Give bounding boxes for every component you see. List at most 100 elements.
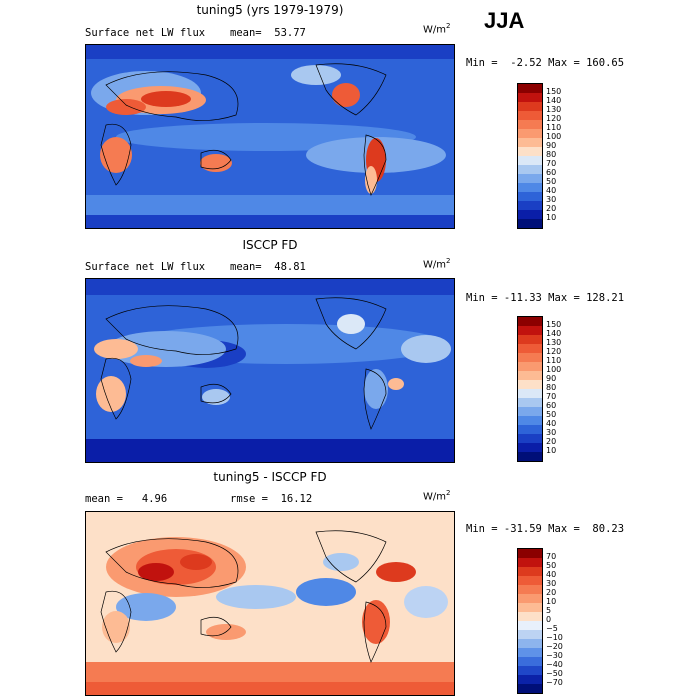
panel-2-mean-label: mean= 48.81: [230, 261, 306, 273]
colorbar-tick-label: 110: [546, 123, 562, 132]
panel-1-units: W/m2: [423, 22, 451, 36]
colorbar-segment: [518, 353, 542, 362]
colorbar-segment: [518, 344, 542, 353]
colorbar-tick-label: 20: [546, 204, 557, 213]
colorbar-segment: [518, 129, 542, 138]
colorbar-tick-label: 20: [546, 588, 557, 597]
panel-2-colorbar: [517, 316, 543, 462]
colorbar-segment: [518, 111, 542, 120]
colorbar-segment: [518, 407, 542, 416]
colorbar-tick-label: 30: [546, 428, 557, 437]
panel-1-minmax: Min = -2.52 Max = 160.65: [466, 57, 625, 69]
colorbar-segment: [518, 603, 542, 612]
panel-2-variable-label: Surface net LW flux: [85, 261, 206, 273]
colorbar-segment: [518, 416, 542, 425]
colorbar-tick-label: −10: [546, 633, 563, 642]
colorbar-tick-label: 10: [546, 446, 557, 455]
colorbar-segment: [518, 630, 542, 639]
colorbar-segment: [518, 380, 542, 389]
panel-1-map: [85, 44, 455, 229]
panel-3-rmse-label: rmse = 16.12: [230, 493, 313, 505]
colorbar-segment: [518, 156, 542, 165]
colorbar-tick-label: −20: [546, 642, 563, 651]
colorbar-segment: [518, 452, 542, 461]
colorbar-segment: [518, 326, 542, 335]
colorbar-tick-label: 50: [546, 561, 557, 570]
panel-3-units: W/m2: [423, 489, 451, 503]
colorbar-tick-label: 150: [546, 320, 562, 329]
colorbar-tick-label: 40: [546, 570, 557, 579]
colorbar-tick-label: 80: [546, 150, 557, 159]
colorbar-segment: [518, 639, 542, 648]
colorbar-segment: [518, 675, 542, 684]
colorbar-tick-label: 60: [546, 401, 557, 410]
colorbar-segment: [518, 398, 542, 407]
colorbar-tick-label: 20: [546, 437, 557, 446]
colorbar-segment: [518, 165, 542, 174]
colorbar-segment: [518, 362, 542, 371]
colorbar-tick-label: −70: [546, 678, 563, 687]
colorbar-tick-label: 0: [546, 615, 552, 624]
colorbar-segment: [518, 317, 542, 326]
colorbar-tick-label: 70: [546, 552, 557, 561]
colorbar-segment: [518, 371, 542, 380]
panel-1-title: tuning5 (yrs 1979-1979): [196, 3, 344, 17]
colorbar-segment: [518, 684, 542, 693]
colorbar-segment: [518, 210, 542, 219]
colorbar-segment: [518, 93, 542, 102]
panel-2-map: [85, 278, 455, 463]
colorbar-segment: [518, 648, 542, 657]
colorbar-segment: [518, 558, 542, 567]
colorbar-tick-label: 30: [546, 579, 557, 588]
colorbar-tick-label: 140: [546, 329, 562, 338]
colorbar-segment: [518, 621, 542, 630]
colorbar-tick-label: 70: [546, 159, 557, 168]
colorbar-tick-label: 80: [546, 383, 557, 392]
panel-3-map: [85, 511, 455, 696]
colorbar-tick-label: 140: [546, 96, 562, 105]
panel-1-variable-label: Surface net LW flux: [85, 27, 206, 39]
colorbar-tick-label: 50: [546, 177, 557, 186]
panel-3-minmax: Min = -31.59 Max = 80.23: [466, 523, 625, 535]
colorbar-tick-label: 150: [546, 87, 562, 96]
colorbar-tick-label: −50: [546, 669, 563, 678]
colorbar-tick-label: 50: [546, 410, 557, 419]
colorbar-tick-label: 30: [546, 195, 557, 204]
colorbar-tick-label: 130: [546, 105, 562, 114]
colorbar-segment: [518, 425, 542, 434]
colorbar-tick-label: 10: [546, 597, 557, 606]
panel-1-colorbar: [517, 83, 543, 229]
colorbar-tick-label: 40: [546, 186, 557, 195]
colorbar-segment: [518, 657, 542, 666]
colorbar-segment: [518, 138, 542, 147]
colorbar-tick-label: −40: [546, 660, 563, 669]
colorbar-tick-label: 60: [546, 168, 557, 177]
colorbar-segment: [518, 201, 542, 210]
colorbar-tick-label: 90: [546, 374, 557, 383]
panel-3-mean-label: mean = 4.96: [85, 493, 168, 505]
colorbar-tick-label: 10: [546, 213, 557, 222]
colorbar-tick-label: 100: [546, 365, 562, 374]
colorbar-tick-label: 110: [546, 356, 562, 365]
colorbar-segment: [518, 567, 542, 576]
colorbar-tick-label: −30: [546, 651, 563, 660]
colorbar-tick-label: 120: [546, 114, 562, 123]
colorbar-segment: [518, 594, 542, 603]
colorbar-tick-label: 70: [546, 392, 557, 401]
colorbar-segment: [518, 585, 542, 594]
colorbar-segment: [518, 666, 542, 675]
colorbar-segment: [518, 576, 542, 585]
colorbar-segment: [518, 434, 542, 443]
colorbar-segment: [518, 443, 542, 452]
colorbar-tick-label: 90: [546, 141, 557, 150]
colorbar-segment: [518, 183, 542, 192]
panel-3-colorbar: [517, 548, 543, 694]
colorbar-tick-label: 40: [546, 419, 557, 428]
colorbar-tick-label: 130: [546, 338, 562, 347]
panel-1-mean-label: mean= 53.77: [230, 27, 306, 39]
colorbar-segment: [518, 219, 542, 228]
colorbar-segment: [518, 549, 542, 558]
colorbar-segment: [518, 335, 542, 344]
colorbar-segment: [518, 120, 542, 129]
colorbar-tick-label: 120: [546, 347, 562, 356]
